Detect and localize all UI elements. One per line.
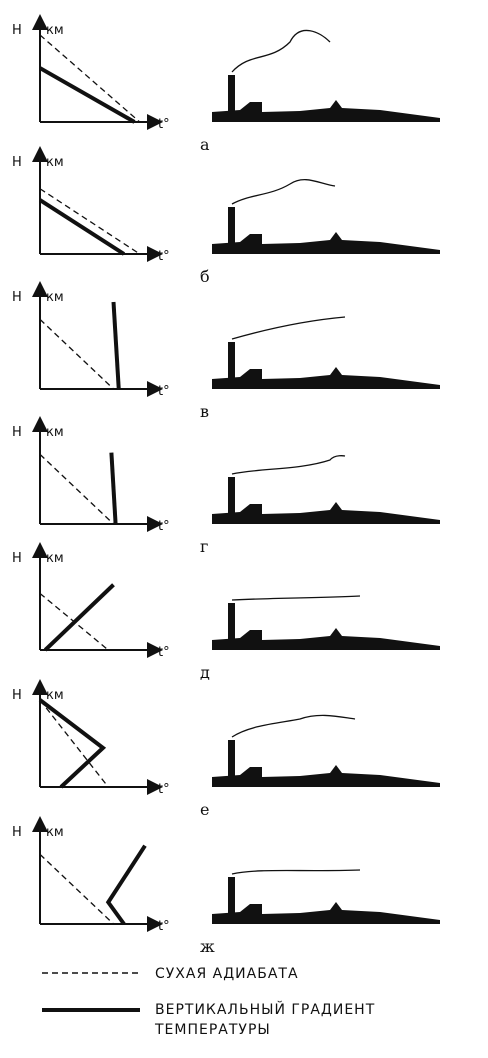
smoke-plume: [231, 714, 356, 738]
chimney: [228, 207, 235, 253]
panel-letter: д: [200, 663, 210, 682]
x-axis-label: t°: [158, 782, 170, 797]
dry-adiabat-line: [39, 188, 141, 255]
y-axis-label: H: [12, 155, 22, 170]
chimney: [228, 740, 235, 786]
temperature-gradient-line: [111, 301, 121, 390]
temperature-gradient-line: [43, 583, 115, 652]
y-axis-label: H: [12, 688, 22, 703]
chimney: [228, 603, 235, 649]
chimney: [228, 75, 235, 121]
panel-letter: в: [200, 402, 209, 421]
y-axis-unit: км: [46, 290, 64, 305]
town-skyline: [212, 477, 440, 524]
y-axis-unit: км: [46, 688, 64, 703]
smoke-plume: [231, 316, 346, 340]
smoke-plume: [231, 869, 361, 875]
smoke-plume: [231, 595, 361, 601]
chimney: [228, 477, 235, 523]
x-axis-label: t°: [158, 519, 170, 534]
town-skyline: [212, 877, 440, 924]
x-axis-label: t°: [158, 117, 170, 132]
dry-adiabat-line: [39, 318, 114, 390]
dry-adiabat-line: [39, 853, 114, 925]
smoke-plume: [231, 455, 346, 475]
chimney: [228, 342, 235, 388]
panel-letter: г: [200, 537, 208, 556]
y-axis-label: H: [12, 290, 22, 305]
panel-letter: ж: [200, 937, 215, 956]
y-axis-unit: км: [46, 155, 64, 170]
chimney: [228, 877, 235, 923]
y-axis-unit: км: [46, 551, 64, 566]
y-axis-label: H: [12, 425, 22, 440]
panel-letter: а: [200, 135, 210, 154]
smoke-plume: [231, 29, 331, 73]
y-axis-unit: км: [46, 23, 64, 38]
legend-solid-label-line1: ВЕРТИКАЛЬНЫЙ ГРАДИЕНТ: [155, 1000, 375, 1018]
dry-adiabat-line: [39, 34, 141, 123]
y-axis-unit: км: [46, 425, 64, 440]
town-skyline: [212, 603, 440, 650]
temperature-gradient-line: [38, 198, 126, 256]
town-skyline: [212, 75, 440, 122]
x-axis-label: t°: [158, 645, 170, 660]
y-axis-label: H: [12, 551, 22, 566]
panel-letter: е: [200, 800, 209, 819]
x-axis-label: t°: [158, 919, 170, 934]
dry-adiabat-line: [39, 453, 114, 525]
legend-solid-label-line2: ТЕМПЕРАТУРЫ: [154, 1022, 271, 1038]
y-axis-label: H: [12, 23, 22, 38]
town-skyline: [212, 740, 440, 787]
x-axis-label: t°: [158, 384, 170, 399]
dry-adiabat-line: [39, 699, 109, 788]
y-axis-unit: км: [46, 825, 64, 840]
legend-dashed-label: СУХАЯ АДИАБАТА: [155, 966, 299, 982]
smoke-plume: [231, 179, 336, 205]
temperature-gradient-line: [39, 66, 136, 124]
town-skyline: [212, 207, 440, 254]
x-axis-label: t°: [158, 249, 170, 264]
temperature-gradient-line: [105, 844, 147, 926]
temperature-gradient-line: [38, 698, 107, 789]
temperature-gradient-line: [109, 452, 118, 525]
panel-letter: б: [200, 267, 210, 286]
y-axis-label: H: [12, 825, 22, 840]
town-skyline: [212, 342, 440, 389]
legend: СУХАЯ АДИАБАТА ВЕРТИКАЛЬНЫЙ ГРАДИЕНТ ТЕМ…: [42, 966, 375, 1038]
